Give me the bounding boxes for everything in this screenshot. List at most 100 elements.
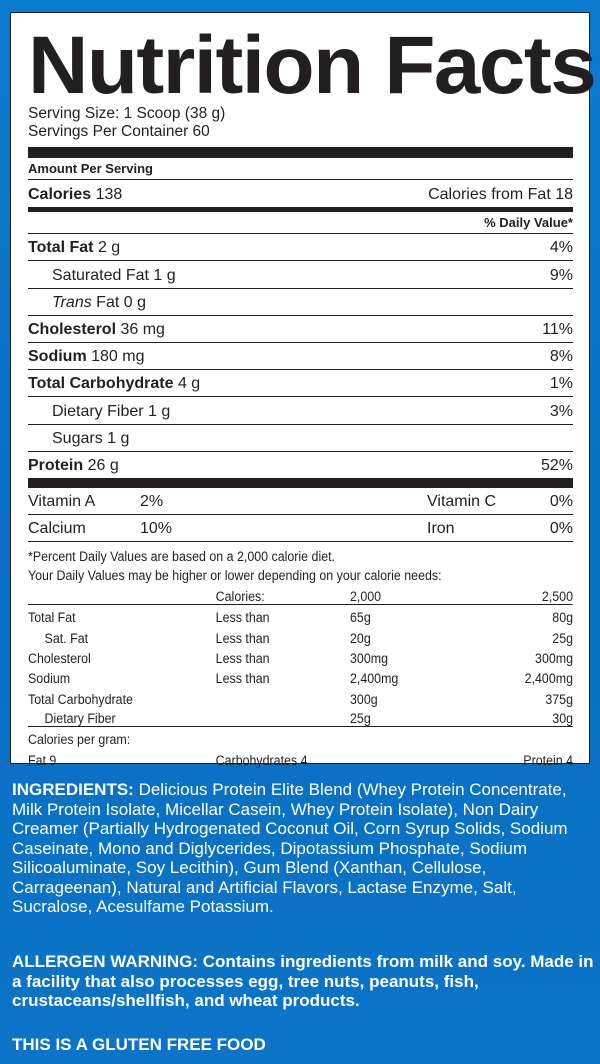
- vitamin-dv: 2%: [140, 492, 164, 510]
- table-cell: Less than: [215, 651, 270, 667]
- nutrient-amount: 1 g: [107, 429, 130, 447]
- table-cell: 300g: [350, 691, 378, 707]
- calories-row: Calories 138 Calories from Fat 18: [28, 180, 573, 207]
- table-cell: Cholesterol: [28, 651, 91, 667]
- serving-size: Serving Size: 1 Scoop (38 g): [28, 105, 226, 122]
- nutrient-row: Trans Fat 0 g: [28, 289, 573, 316]
- fat-per-gram: Fat 9: [28, 752, 57, 768]
- nutrient-row: Cholesterol 36 mg 11%: [28, 316, 573, 343]
- vitamin-name: Calcium: [28, 519, 86, 537]
- table-cell: 25g: [552, 630, 574, 646]
- ingredients: INGREDIENTS: Delicious Protein Elite Ble…: [12, 780, 592, 917]
- table-cell: 20g: [350, 630, 371, 646]
- nutrient-name: Sodium: [28, 348, 87, 366]
- footnote: *Percent Daily Values are based on a 2,0…: [28, 547, 570, 585]
- allergen-label: ALLERGEN WARNING:: [12, 952, 199, 971]
- nutrient-name: Total Carbohydrate: [28, 375, 174, 393]
- nutrient-name-suffix: Fat: [96, 293, 120, 311]
- table-cell: Calories:: [215, 589, 265, 605]
- vitamin-list: Vitamin A 2% Vitamin C 0% Calcium 10% Iron 0%: [28, 488, 573, 542]
- table-cell: Less than: [215, 610, 270, 626]
- ingredients-label: INGREDIENTS:: [12, 780, 134, 799]
- nutrient-daily-value: 8%: [549, 348, 573, 366]
- amount-per-serving-label: Amount Per Serving: [28, 161, 153, 176]
- daily-value-table-row: Dietary Fiber 25g 30g: [28, 707, 574, 727]
- nutrient-daily-value: 1%: [549, 375, 573, 393]
- nutrient-amount: 0 g: [123, 293, 146, 311]
- calories-per-gram: Calories per gram: Fat 9 Carbohydrates 4 P…: [28, 727, 573, 768]
- nutrient-row: Total Fat 2 g 4%: [28, 234, 573, 262]
- daily-value-table-row: Total Carbohydrate 300g 375g: [28, 686, 574, 707]
- daily-value-table-row: Cholesterol Less than 300mg 300mg: [28, 646, 573, 666]
- nutrient-name: Protein: [28, 456, 84, 474]
- table-cell: Sat. Fat: [44, 630, 89, 646]
- allergen-warning: ALLERGEN WARNING: Contains ingredients f…: [12, 952, 597, 1011]
- table-cell: 2,400mg: [350, 671, 399, 687]
- nutrient-amount: 2 g: [97, 239, 121, 257]
- nutrient-amount: 180 mg: [91, 348, 145, 366]
- nutrient-daily-value: 52%: [540, 456, 573, 474]
- table-cell: 80g: [552, 610, 574, 626]
- calories-per-gram-label: Calories per gram:: [28, 732, 131, 748]
- nutrient-name: Sugars: [52, 429, 103, 447]
- allergen-text: Contains ingredients from milk and soy. …: [12, 952, 594, 1010]
- vitamin-dv: 0%: [549, 519, 573, 537]
- nutrient-daily-value: 11%: [542, 320, 573, 338]
- nutrient-list: Total Fat 2 g 4% Saturated Fat 1 g 9% Trans …: [28, 234, 573, 479]
- nutrient-daily-value: 4%: [549, 239, 573, 257]
- daily-value-table-row: Calories: 2,000 2,500: [28, 585, 574, 606]
- amount-per-serving: Amount Per Serving: [28, 158, 573, 180]
- vitamin-row: Calcium 10% Iron 0%: [28, 515, 573, 542]
- calories-from-fat: Calories from Fat 18: [428, 186, 573, 204]
- table-cell: 375g: [545, 691, 574, 707]
- table-cell: Total Fat: [28, 610, 76, 626]
- daily-value-table-row: Sat. Fat Less than 20g 25g: [28, 625, 574, 646]
- divider-thick: [28, 478, 573, 488]
- nutrient-name: Dietary Fiber: [52, 402, 144, 420]
- nutrient-row: Protein 26 g 52%: [28, 452, 573, 479]
- nutrient-daily-value: 3%: [549, 402, 573, 420]
- table-cell: Less than: [215, 671, 270, 687]
- table-cell: 2,400mg: [524, 671, 574, 687]
- calories-value: 138: [95, 186, 123, 204]
- nutrient-daily-value: 9%: [549, 266, 573, 284]
- nutrient-name: Saturated Fat: [52, 266, 149, 284]
- title: Nutrition Facts: [28, 20, 597, 111]
- footnote-line: Your Daily Values may be higher or lower…: [28, 567, 442, 583]
- daily-value-table-row: Sodium Less than 2,400mg 2,400mg: [28, 666, 573, 686]
- daily-value-table: Calories: 2,000 2,500 Total Fat Less than 65g…: [28, 585, 574, 727]
- table-cell: 300mg: [535, 651, 574, 667]
- gluten-free-statement: THIS IS A GLUTEN FREE FOOD: [12, 1035, 266, 1054]
- nutrient-row: Dietary Fiber 1 g 3%: [28, 397, 573, 425]
- divider-thick: [28, 147, 573, 158]
- vitamin-name: Vitamin A: [28, 492, 96, 510]
- vitamin-dv: 10%: [140, 519, 173, 537]
- nutrient-name: Cholesterol: [28, 320, 117, 338]
- nutrient-row: Saturated Fat 1 g 9%: [28, 261, 573, 289]
- nutrient-row: Sodium 180 mg 8%: [28, 343, 573, 371]
- ingredients-text: Delicious Protein Elite Blend (Whey Prot…: [12, 780, 568, 916]
- table-cell: 25g: [350, 710, 371, 726]
- table-cell: 65g: [350, 610, 371, 626]
- nutrient-row: Total Carbohydrate 4 g 1%: [28, 370, 573, 398]
- daily-value-table-row: Total Fat Less than 65g 80g: [28, 605, 573, 625]
- table-cell: 2,000: [350, 589, 382, 605]
- vitamin-row: Vitamin A 2% Vitamin C 0%: [28, 488, 573, 515]
- table-cell: 300mg: [350, 651, 388, 667]
- table-cell: 2,500: [541, 589, 574, 605]
- vitamin-name: Vitamin C: [427, 492, 497, 510]
- carbs-per-gram: Carbohydrates 4: [215, 752, 308, 768]
- nutrient-name: Trans: [52, 293, 92, 311]
- table-cell: Total Carbohydrate: [28, 691, 133, 707]
- table-cell: Less than: [215, 630, 270, 646]
- nutrition-facts-panel: Nutrition Facts Serving Size: 1 Scoop (3…: [10, 12, 597, 768]
- vitamin-name: Iron: [427, 519, 455, 537]
- divider-medium: [28, 207, 573, 213]
- servings-per-container: Servings Per Container 60: [28, 123, 210, 140]
- table-cell: 30g: [552, 710, 574, 726]
- nutrient-name: Total Fat: [28, 239, 94, 257]
- nutrient-amount: 4 g: [177, 375, 201, 393]
- vitamin-dv: 0%: [549, 492, 573, 510]
- nutrient-amount: 26 g: [87, 456, 119, 474]
- nutrient-amount: 36 mg: [120, 320, 165, 338]
